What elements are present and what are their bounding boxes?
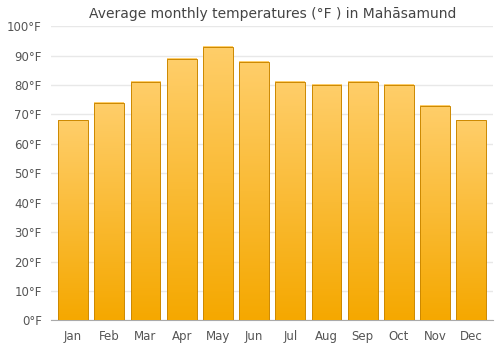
Bar: [384, 85, 414, 320]
Bar: [167, 58, 196, 320]
Bar: [58, 120, 88, 320]
Bar: [348, 82, 378, 320]
Bar: [456, 120, 486, 320]
Bar: [130, 82, 160, 320]
Bar: [203, 47, 233, 320]
Bar: [276, 82, 305, 320]
Bar: [240, 62, 269, 320]
Title: Average monthly temperatures (°F ) in Mahāsamund: Average monthly temperatures (°F ) in Ma…: [88, 7, 456, 21]
Bar: [312, 85, 342, 320]
Bar: [94, 103, 124, 320]
Bar: [420, 106, 450, 320]
